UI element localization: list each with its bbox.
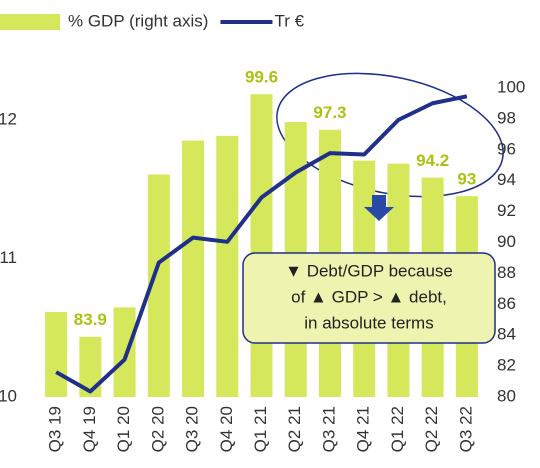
x-tick-label: Q2 21: [285, 406, 304, 452]
x-tick-label: Q1 20: [114, 406, 133, 452]
value-label: 94.2: [416, 151, 449, 170]
y-tick-label: 12: [0, 109, 17, 128]
y-tick-label: 10: [0, 386, 17, 405]
annotation-line: of ▲ GDP > ▲ debt,: [291, 287, 447, 306]
value-label: 83.9: [74, 310, 107, 329]
line: [55, 94, 468, 394]
value-label: 97.3: [313, 103, 346, 122]
x-tick-label: Q4 19: [80, 406, 99, 452]
y2-tick-label: 98: [497, 108, 516, 127]
y2-tick-label: 90: [497, 232, 516, 251]
x-tick-label: Q1 22: [388, 406, 407, 452]
bar: [182, 140, 205, 397]
y-tick-label: 11: [0, 248, 17, 267]
y2-tick-label: 84: [497, 325, 516, 344]
y2-tick-label: 92: [497, 201, 516, 220]
x-tick-label: Q2 22: [422, 406, 441, 452]
bar: [113, 307, 136, 397]
bar: [45, 312, 68, 397]
x-tick-label: Q4 20: [217, 406, 236, 452]
legend: % GDP (right axis) Tr €: [0, 11, 305, 30]
bar: [147, 174, 170, 397]
x-tick-label: Q3 20: [183, 406, 202, 452]
legend-label: % GDP (right axis): [68, 11, 208, 30]
annotation-line: in absolute terms: [304, 313, 433, 332]
legend-label: Tr €: [274, 11, 304, 30]
annotation-box: [242, 252, 496, 344]
value-label: 99.6: [245, 68, 278, 87]
bar: [216, 135, 239, 397]
y2-tick-label: 88: [497, 263, 516, 282]
y2-tick-label: 96: [497, 139, 516, 158]
bar: [250, 94, 273, 398]
y2-tick-label: 100: [497, 77, 525, 96]
x-tick-label: Q2 20: [148, 406, 167, 452]
down-arrow: [364, 195, 394, 221]
y2-tick-label: 86: [497, 294, 516, 313]
y2-tick-label: 80: [497, 386, 516, 405]
x-tick-label: Q1 21: [251, 406, 270, 452]
y2-tick-label: 82: [497, 356, 516, 375]
x-tick-label: Q3 22: [456, 406, 475, 452]
bar: [79, 336, 102, 397]
x-tick-label: Q3 21: [319, 406, 338, 452]
annotation-line: ▼ Debt/GDP because: [285, 261, 453, 280]
highlight-ellipse: [276, 72, 504, 198]
x-tick-label: Q3 19: [46, 406, 65, 452]
value-label: 93: [457, 170, 476, 189]
x-tick-label: Q4 21: [354, 406, 373, 452]
y2-tick-label: 94: [497, 170, 516, 189]
legend-swatch: [0, 14, 60, 30]
